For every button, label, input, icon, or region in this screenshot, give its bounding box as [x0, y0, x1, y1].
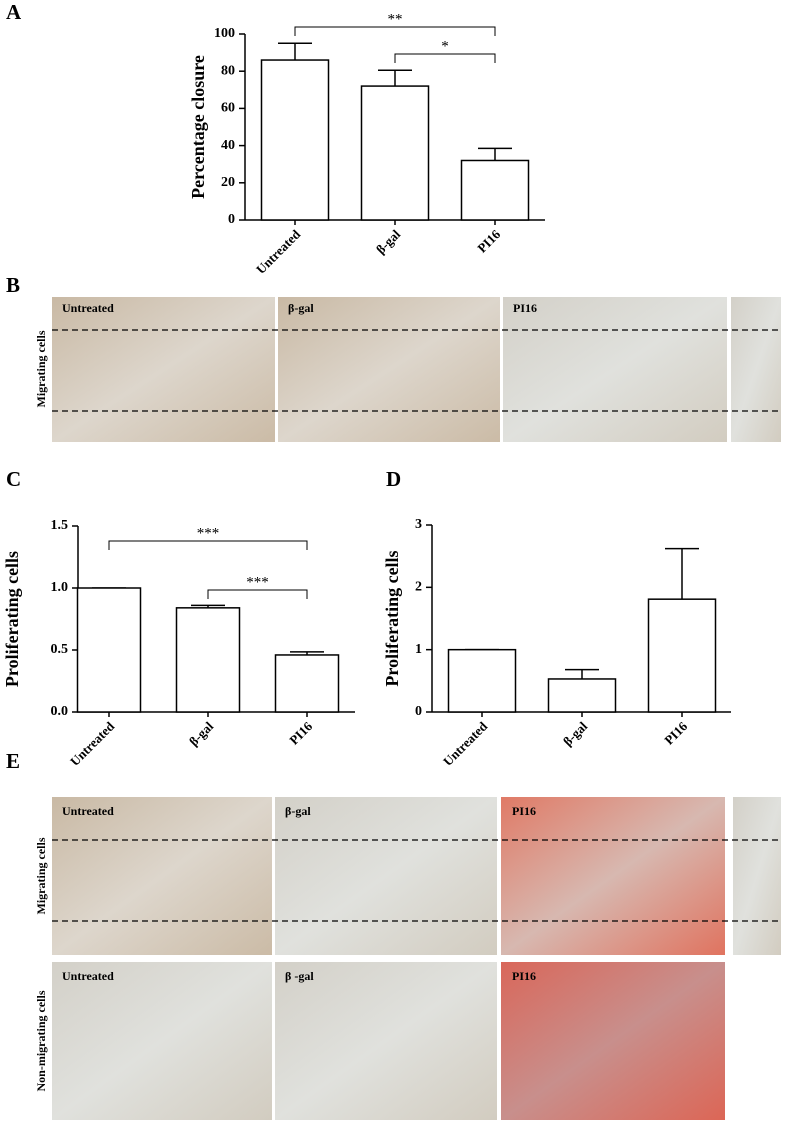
bar — [260, 59, 330, 221]
x-tick-label: β-gal — [560, 718, 591, 749]
micrograph — [275, 962, 497, 1120]
image-label: β-gal — [288, 301, 314, 315]
y-axis-title: Proliferating cells — [2, 551, 22, 687]
image-label: PI16 — [513, 301, 537, 315]
micrograph — [275, 797, 497, 955]
micrograph — [731, 297, 781, 442]
significance-bracket — [394, 53, 496, 63]
micrograph — [733, 797, 781, 955]
y-tick-label: 3 — [415, 517, 422, 532]
image-label: Untreated — [62, 804, 114, 818]
y-tick-label: 1 — [415, 642, 422, 657]
y-tick-label: 0.0 — [51, 704, 69, 719]
micrograph — [278, 297, 500, 442]
micrograph — [52, 797, 272, 955]
significance-label: *** — [197, 525, 220, 541]
micrograph — [501, 962, 725, 1120]
row-label: Migrating cells — [34, 837, 48, 914]
y-tick-label: 60 — [221, 101, 235, 116]
y-tick-label: 40 — [221, 138, 235, 153]
y-tick-label: 0 — [415, 704, 422, 719]
image-grid: Untreated β-gal PI16 Untreated β -gal PI… — [34, 797, 781, 1120]
panel-label: C — [6, 467, 21, 491]
y-tick-label: 2 — [415, 580, 422, 595]
bar — [547, 678, 617, 713]
bar — [274, 654, 340, 713]
significance-label: *** — [246, 574, 269, 590]
bar — [76, 587, 142, 713]
image-label: PI16 — [512, 969, 536, 983]
significance-label: * — [441, 38, 449, 54]
y-tick-label: 1.5 — [51, 518, 69, 533]
y-axis-title: Proliferating cells — [382, 550, 402, 686]
x-tick-label: PI16 — [661, 718, 690, 747]
y-tick-label: 0.5 — [51, 642, 69, 657]
row-label: Non-migrating cells — [34, 990, 48, 1091]
x-tick-label: Untreated — [440, 718, 491, 769]
y-tick-label: 1.0 — [51, 580, 69, 595]
image-label: PI16 — [512, 804, 536, 818]
y-axis-title: Percentage closure — [188, 55, 208, 199]
significance-label: ** — [388, 11, 403, 27]
image-label: β-gal — [285, 804, 311, 818]
x-tick-label: PI16 — [474, 226, 503, 255]
bar — [175, 607, 241, 713]
x-tick-label: β-gal — [186, 718, 217, 749]
micrograph — [52, 962, 272, 1120]
panel-label: B — [6, 273, 20, 297]
panel-label: A — [6, 0, 22, 24]
image-strip: Untreated β-gal PI16 Migrating cells — [34, 297, 781, 442]
bar — [460, 159, 530, 221]
micrograph — [52, 297, 275, 442]
y-tick-label: 80 — [221, 63, 235, 78]
y-tick-label: 100 — [214, 26, 235, 41]
row-label: Migrating cells — [34, 330, 48, 407]
micrograph — [503, 297, 727, 442]
micrograph — [501, 797, 725, 955]
bar — [647, 598, 717, 713]
panel-label: D — [386, 467, 401, 491]
significance-bracket — [108, 540, 308, 550]
x-tick-label: β-gal — [373, 226, 404, 257]
panel-label: E — [6, 749, 20, 773]
image-label: Untreated — [62, 301, 114, 315]
image-label: Untreated — [62, 969, 114, 983]
x-tick-label: Untreated — [67, 718, 118, 769]
y-tick-label: 0 — [228, 212, 235, 227]
bar — [447, 648, 517, 713]
significance-bracket — [294, 26, 496, 36]
image-label: β -gal — [285, 969, 314, 983]
x-tick-label: PI16 — [286, 718, 315, 747]
y-tick-label: 20 — [221, 175, 235, 190]
bar — [360, 85, 430, 221]
x-tick-label: Untreated — [253, 226, 304, 277]
significance-bracket — [207, 589, 308, 599]
